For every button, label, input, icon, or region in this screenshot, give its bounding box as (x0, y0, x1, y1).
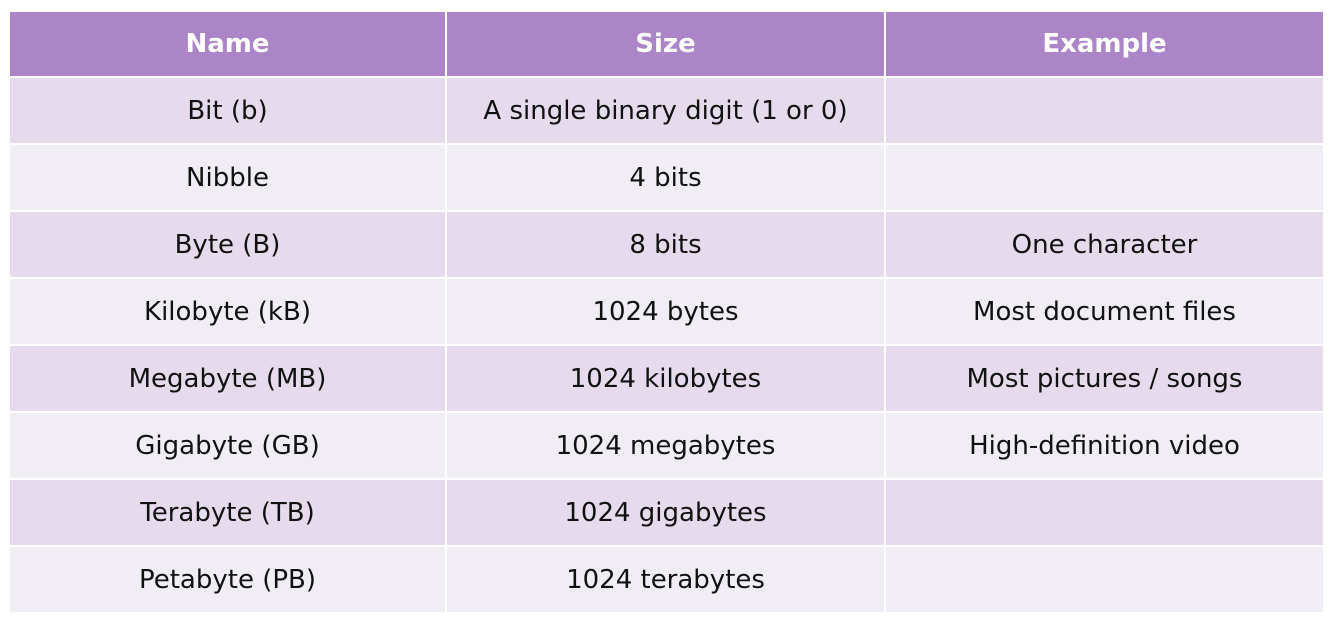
header-name: Name (8, 10, 447, 78)
table-row: Gigabyte (GB) 1024 megabytes High-defini… (8, 411, 1325, 480)
cell-example: High-definition video (884, 411, 1325, 480)
cell-example (884, 143, 1325, 212)
header-size: Size (445, 10, 886, 78)
cell-name: Kilobyte (kB) (8, 277, 447, 346)
cell-name: Petabyte (PB) (8, 545, 447, 614)
cell-size: 1024 bytes (445, 277, 886, 346)
data-units-table: Name Size Example Bit (b) A single binar… (8, 10, 1325, 614)
cell-example (884, 545, 1325, 614)
cell-name: Nibble (8, 143, 447, 212)
table-row: Byte (B) 8 bits One character (8, 210, 1325, 279)
table-row: Petabyte (PB) 1024 terabytes (8, 545, 1325, 614)
table-row: Bit (b) A single binary digit (1 or 0) (8, 76, 1325, 145)
cell-example (884, 478, 1325, 547)
cell-example: Most document files (884, 277, 1325, 346)
cell-name: Terabyte (TB) (8, 478, 447, 547)
cell-size: A single binary digit (1 or 0) (445, 76, 886, 145)
cell-size: 4 bits (445, 143, 886, 212)
table-row: Megabyte (MB) 1024 kilobytes Most pictur… (8, 344, 1325, 413)
table-row: Kilobyte (kB) 1024 bytes Most document f… (8, 277, 1325, 346)
cell-size: 1024 kilobytes (445, 344, 886, 413)
table-row: Nibble 4 bits (8, 143, 1325, 212)
cell-size: 1024 terabytes (445, 545, 886, 614)
cell-name: Gigabyte (GB) (8, 411, 447, 480)
cell-example: Most pictures / songs (884, 344, 1325, 413)
header-example: Example (884, 10, 1325, 78)
cell-example: One character (884, 210, 1325, 279)
cell-size: 1024 gigabytes (445, 478, 886, 547)
cell-name: Bit (b) (8, 76, 447, 145)
cell-size: 1024 megabytes (445, 411, 886, 480)
table-header-row: Name Size Example (8, 10, 1325, 78)
cell-name: Megabyte (MB) (8, 344, 447, 413)
cell-size: 8 bits (445, 210, 886, 279)
cell-name: Byte (B) (8, 210, 447, 279)
table-row: Terabyte (TB) 1024 gigabytes (8, 478, 1325, 547)
cell-example (884, 76, 1325, 145)
